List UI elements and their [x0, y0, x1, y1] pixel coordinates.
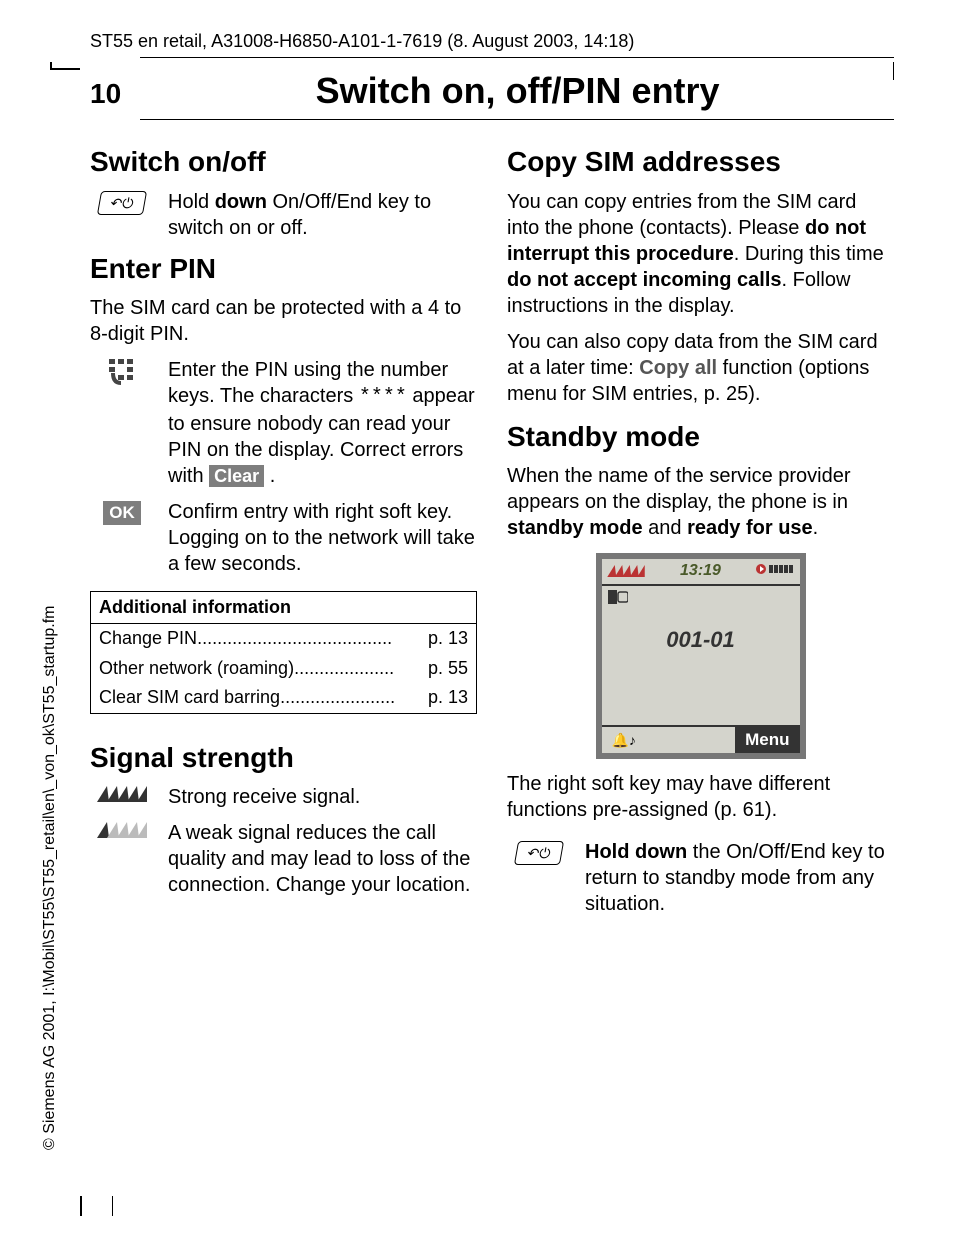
rule-top	[140, 57, 894, 58]
signal-strong-icon	[90, 784, 154, 802]
right-column: Copy SIM addresses You can copy entries …	[507, 138, 894, 926]
copyright-vertical: © Siemens AG 2001, I:\Mobil\ST55\ST55_re…	[40, 605, 61, 1150]
crop-marks-bottom	[80, 1196, 113, 1216]
heading-standby: Standby mode	[507, 419, 894, 455]
signal-weak-icon	[90, 820, 154, 838]
crop-mark-left	[50, 68, 80, 70]
heading-switch-onoff: Switch on/off	[90, 144, 477, 180]
softkey-text: The right soft key may have different fu…	[507, 771, 894, 823]
copy-para-2: You can also copy data from the SIM card…	[507, 329, 894, 407]
crop-mark-right	[893, 62, 895, 80]
keypad-icon	[90, 357, 154, 389]
pin-enter-text: Enter the PIN using the number keys. The…	[168, 357, 477, 489]
page-number: 10	[90, 76, 121, 112]
rule-bottom	[140, 119, 894, 120]
heading-enter-pin: Enter PIN	[90, 251, 477, 287]
pin-intro: The SIM card can be protected with a 4 t…	[90, 295, 477, 347]
signal-weak-text: A weak signal reduces the call quality a…	[168, 820, 477, 898]
heading-signal: Signal strength	[90, 740, 477, 776]
clear-key-badge: Clear	[209, 465, 264, 487]
status-battery-icon	[755, 561, 795, 582]
end-key-icon: ↶⏻	[507, 839, 571, 865]
ok-key-icon: OK	[90, 499, 154, 525]
standby-para: When the name of the service provider ap…	[507, 463, 894, 541]
hold-down-text: Hold down the On/Off/End key to return t…	[585, 839, 894, 917]
info-row: Clear SIM card barring .................…	[91, 683, 476, 712]
switch-text: Hold down On/Off/End key to switch on or…	[168, 189, 477, 241]
info-row: Change PIN .............................…	[91, 624, 476, 653]
info-row: Other network (roaming) ................…	[91, 654, 476, 683]
profile-icon: 🔔♪	[602, 731, 636, 749]
heading-copy-sim: Copy SIM addresses	[507, 144, 894, 180]
ok-text: Confirm entry with right soft key. Loggi…	[168, 499, 477, 577]
network-name: 001-01	[602, 612, 800, 725]
additional-info-box: Additional information Change PIN ......…	[90, 591, 477, 714]
info-title: Additional information	[91, 592, 476, 624]
end-key-icon: ↶⏻	[90, 189, 154, 215]
phone-screenshot: 13:19 001-01 🔔♪	[596, 553, 806, 759]
status-signal-icon	[606, 565, 646, 577]
signal-strong-text: Strong receive signal.	[168, 784, 360, 810]
status-sim-icon	[602, 586, 800, 612]
copy-para-1: You can copy entries from the SIM card i…	[507, 189, 894, 319]
page-title: Switch on, off/PIN entry	[141, 68, 894, 115]
softkey-menu: Menu	[735, 727, 799, 753]
status-time: 13:19	[680, 561, 721, 582]
left-column: Switch on/off ↶⏻ Hold down On/Off/End ke…	[90, 138, 477, 926]
doc-header: ST55 en retail, A31008-H6850-A101-1-7619…	[90, 30, 894, 53]
